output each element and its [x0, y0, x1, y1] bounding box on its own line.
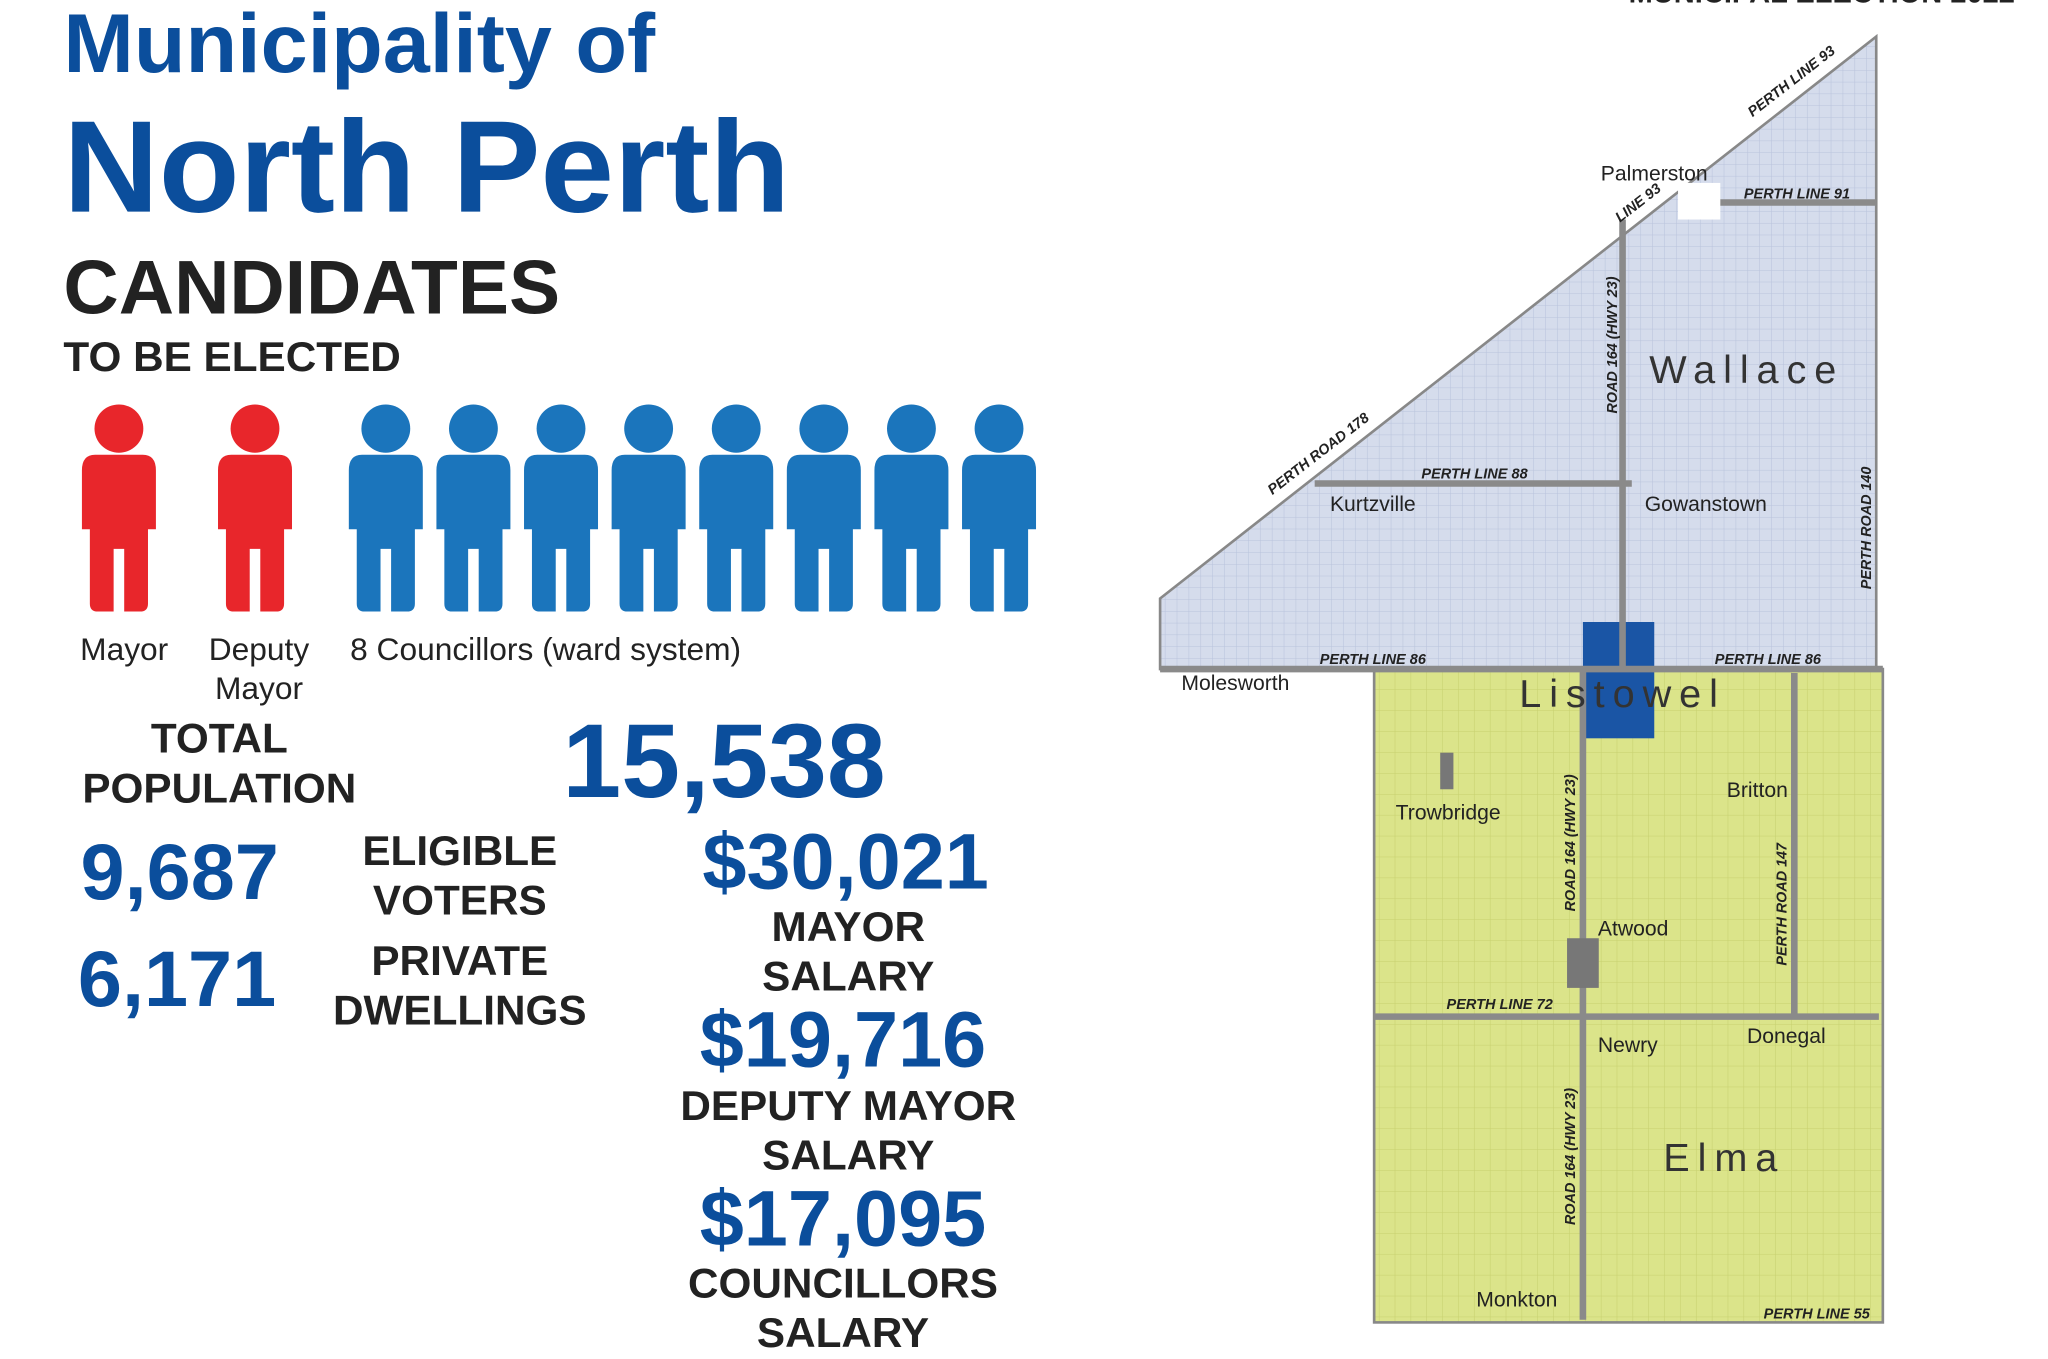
heading: CANDIDATES: [63, 246, 560, 331]
candidate-label: Deputy: [209, 631, 310, 667]
place-label: Trowbridge: [1396, 801, 1501, 824]
stat-label: TOTAL: [151, 715, 288, 762]
place-label: Donegal: [1747, 1025, 1826, 1048]
palmerston-area: [1678, 182, 1721, 220]
person-icon: [786, 404, 861, 612]
title: Municipality of: [63, 0, 656, 90]
banner: MUNICIPAL ELECTION 2022: [1629, 0, 2015, 10]
trowbridge-area: [1440, 752, 1454, 790]
stat-label: POPULATION: [82, 765, 356, 812]
stat-label: DEPUTY MAYOR: [680, 1082, 1016, 1129]
stat-label: SALARY: [762, 1132, 934, 1179]
person-icon: [874, 404, 949, 612]
stat-value: $17,095: [700, 1175, 987, 1263]
road-label: PERTH LINE 86: [1320, 652, 1427, 668]
elma-ward: [1372, 667, 1885, 1324]
person-icon: [218, 404, 293, 612]
road-label: PERTH ROAD 140: [1859, 467, 1875, 590]
person-icon: [699, 404, 774, 612]
ward-label: Wallace: [1649, 348, 1844, 392]
road-label: PERTH LINE 91: [1744, 187, 1850, 203]
person-icon: [962, 404, 1037, 612]
place-label: Palmerston: [1601, 162, 1708, 185]
candidate-label: Mayor: [215, 670, 303, 706]
candidate-label: Mayor: [80, 631, 168, 667]
stat-value: $30,021: [702, 818, 989, 906]
road-label: PERTH LINE 72: [1447, 997, 1553, 1013]
road-label: PERTH ROAD 147: [1774, 842, 1790, 966]
place-label: Molesworth: [1181, 672, 1289, 695]
person-icon: [348, 404, 423, 612]
road-label: ROAD 164 (HWY 23): [1563, 774, 1579, 911]
ward-label: Elma: [1663, 1136, 1785, 1180]
road-label: ROAD 164 (HWY 23): [1563, 1088, 1579, 1225]
person-icon: [524, 404, 599, 612]
stat-value: $19,716: [700, 996, 987, 1084]
person-icon: [436, 404, 511, 612]
person-icon: [611, 404, 686, 612]
stat-label: COUNCILLORS: [688, 1260, 998, 1307]
atwood-area: [1567, 938, 1599, 988]
place-label: Kurtzville: [1330, 493, 1416, 516]
stat-label: ELIGIBLE: [362, 827, 557, 874]
place-label: Britton: [1727, 779, 1788, 802]
place-label: Atwood: [1598, 918, 1668, 941]
stat-label: SALARY: [757, 1309, 929, 1356]
subheading: TO BE ELECTED: [63, 333, 400, 380]
road-label: ROAD 164 (HWY 23): [1605, 276, 1621, 413]
map: [1158, 33, 1885, 1324]
road-label: PERTH LINE 88: [1421, 466, 1528, 482]
stat-label: DWELLINGS: [333, 987, 587, 1034]
place-label: Gowanstown: [1645, 493, 1767, 516]
road-label: PERTH LINE 86: [1715, 652, 1822, 668]
stat-label: VOTERS: [373, 877, 547, 924]
stat-label: SALARY: [762, 953, 934, 1000]
place-label: Monkton: [1476, 1289, 1557, 1312]
stat-value: 6,171: [78, 936, 276, 1024]
person-icon: [81, 404, 156, 612]
place-label: Newry: [1598, 1034, 1658, 1057]
stat-label: PRIVATE: [371, 937, 548, 984]
stat-value: 9,687: [81, 828, 279, 916]
title: North Perth: [63, 93, 790, 239]
roads: [1160, 199, 1883, 1320]
ward-label: Listowel: [1519, 672, 1726, 716]
road-label: PERTH LINE 55: [1764, 1307, 1871, 1323]
candidate-label: 8 Councillors (ward system): [350, 631, 741, 667]
listowel-town: [1582, 622, 1655, 739]
stat-label: MAYOR: [772, 903, 925, 950]
stat-value: 15,538: [562, 704, 885, 820]
